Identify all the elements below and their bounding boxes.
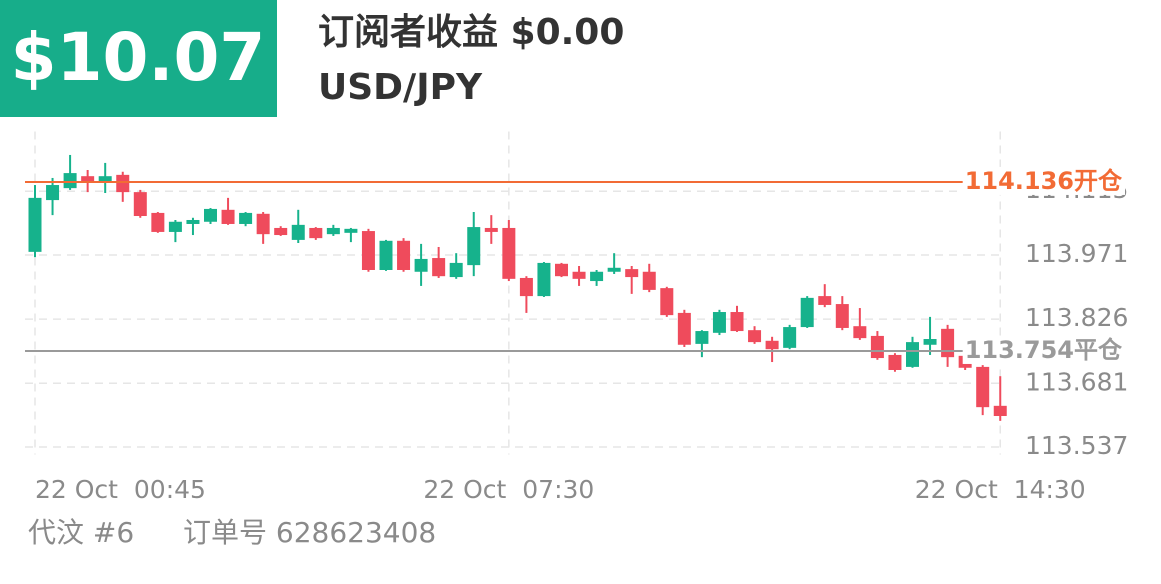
candle-body bbox=[607, 267, 621, 272]
candle-body bbox=[204, 208, 217, 222]
y-tick-label: 113.826 bbox=[1025, 303, 1128, 332]
candle-body bbox=[976, 366, 990, 408]
title: 订阅者收益 $0.00 bbox=[318, 12, 624, 53]
candle-body bbox=[941, 328, 955, 358]
x-tick-label: 22 Oct 07:30 bbox=[423, 475, 594, 504]
badge-value: $10.07 bbox=[11, 19, 266, 96]
candle-body bbox=[46, 185, 60, 201]
candle-body bbox=[379, 240, 393, 270]
candle-body bbox=[309, 227, 323, 239]
candle-body bbox=[783, 327, 797, 348]
candle-body bbox=[449, 262, 463, 278]
candle-body bbox=[712, 312, 726, 333]
candle-body bbox=[853, 326, 867, 339]
candle-body bbox=[133, 192, 147, 217]
candle-body bbox=[221, 209, 235, 224]
candle-body bbox=[835, 304, 849, 328]
y-tick-label: 113.681 bbox=[1025, 367, 1128, 396]
candle-body bbox=[326, 227, 340, 235]
candle-body bbox=[484, 227, 498, 232]
candle-body bbox=[98, 176, 112, 182]
candle-body bbox=[923, 339, 937, 345]
order-number: 订单号 628623408 bbox=[183, 516, 436, 549]
candle-body bbox=[888, 354, 902, 370]
reference-label: 114.136开仓 bbox=[965, 167, 1123, 195]
candle-body bbox=[274, 227, 288, 236]
candle-body bbox=[906, 342, 919, 367]
reference-label-bg bbox=[962, 335, 1125, 364]
y-tick-label: 113.537 bbox=[1025, 431, 1128, 460]
candle-body bbox=[555, 263, 568, 277]
candle-body bbox=[590, 271, 604, 282]
candle-body bbox=[677, 312, 691, 345]
candle-body bbox=[239, 212, 253, 224]
candle-body bbox=[502, 227, 516, 279]
reference-name: 开仓 bbox=[1074, 167, 1123, 195]
reference-label: 113.754平仓 bbox=[965, 336, 1123, 364]
x-tick-label: 22 Oct 00:45 bbox=[35, 475, 206, 504]
candle-body bbox=[414, 258, 428, 272]
candle-body bbox=[361, 231, 375, 270]
candle-body bbox=[660, 288, 674, 316]
candle-body bbox=[63, 173, 77, 189]
candle-body bbox=[116, 174, 130, 193]
reference-label-bg bbox=[962, 166, 1125, 195]
candle-body bbox=[572, 271, 586, 279]
candle-body bbox=[748, 330, 762, 343]
profit-badge bbox=[0, 0, 277, 117]
candle-body bbox=[28, 197, 42, 252]
candle-body bbox=[519, 277, 533, 297]
candle-body bbox=[397, 240, 411, 270]
candle-body bbox=[467, 227, 481, 266]
candle-body bbox=[151, 212, 165, 232]
candle-body bbox=[168, 221, 182, 232]
x-tick-label: 22 Oct 14:30 bbox=[915, 475, 1086, 504]
candle-body bbox=[695, 331, 709, 344]
reference-name: 平仓 bbox=[1074, 336, 1123, 364]
candle-body bbox=[870, 335, 884, 359]
trader: 代汶 #6 bbox=[28, 516, 134, 549]
candle-body bbox=[537, 262, 551, 297]
candle-body bbox=[432, 258, 446, 277]
candle-body bbox=[642, 271, 656, 290]
y-tick-label: 113.971 bbox=[1025, 239, 1128, 268]
candle-body bbox=[256, 213, 270, 235]
candle-body bbox=[993, 405, 1007, 417]
candle-body bbox=[818, 296, 832, 305]
reference-value: 113.754 bbox=[965, 336, 1074, 364]
candle-body bbox=[344, 228, 358, 233]
symbol: USD/JPY bbox=[318, 67, 483, 108]
candle-body bbox=[800, 297, 814, 328]
candle-body bbox=[625, 269, 639, 278]
candle-body bbox=[291, 224, 305, 240]
candle-body bbox=[186, 219, 200, 224]
candle-body bbox=[765, 340, 779, 350]
candle-body bbox=[81, 176, 95, 182]
reference-value: 114.136 bbox=[965, 167, 1074, 195]
candle-body bbox=[730, 312, 744, 332]
